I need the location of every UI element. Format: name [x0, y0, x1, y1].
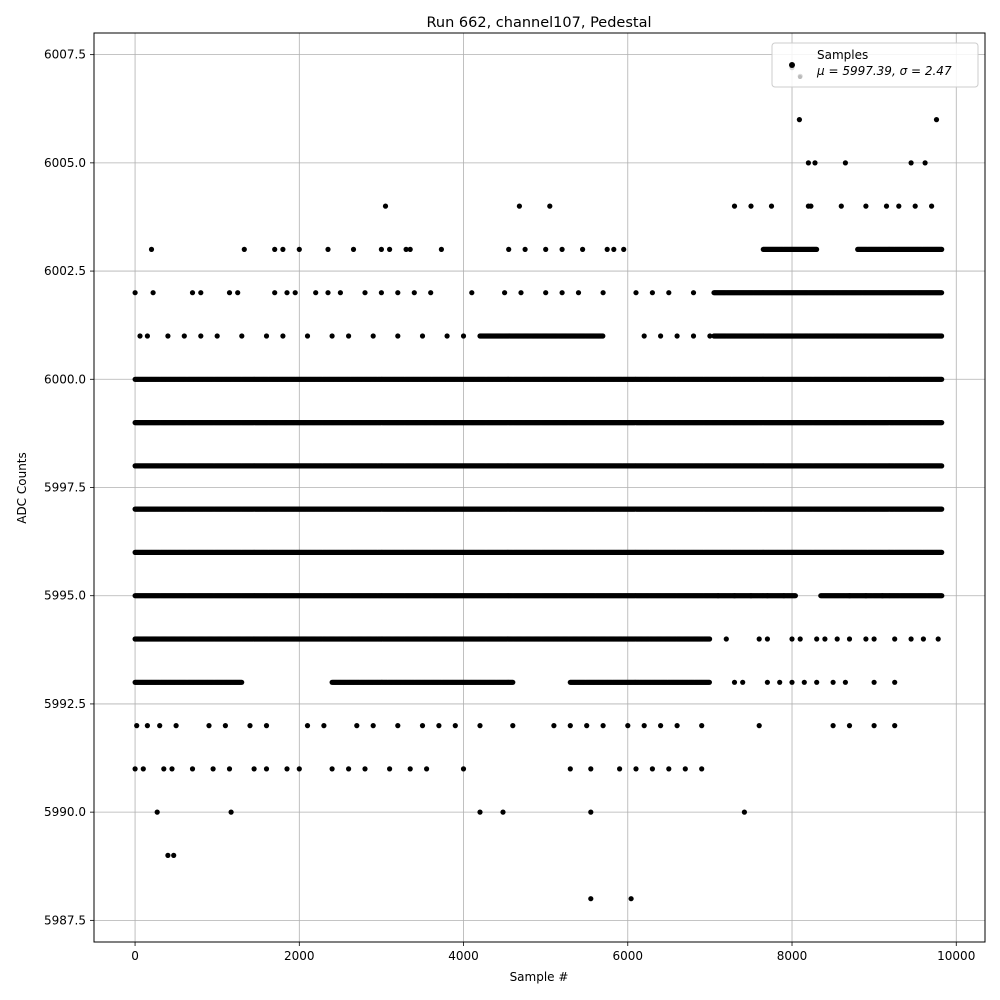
data-point [939, 549, 945, 556]
data-point [939, 463, 945, 469]
data-point [939, 420, 945, 426]
chart-title: Run 662, channel107, Pedestal [426, 15, 651, 31]
data-point [792, 593, 799, 599]
data-point [939, 593, 945, 599]
data-points [132, 65, 945, 902]
data-point [939, 506, 945, 512]
